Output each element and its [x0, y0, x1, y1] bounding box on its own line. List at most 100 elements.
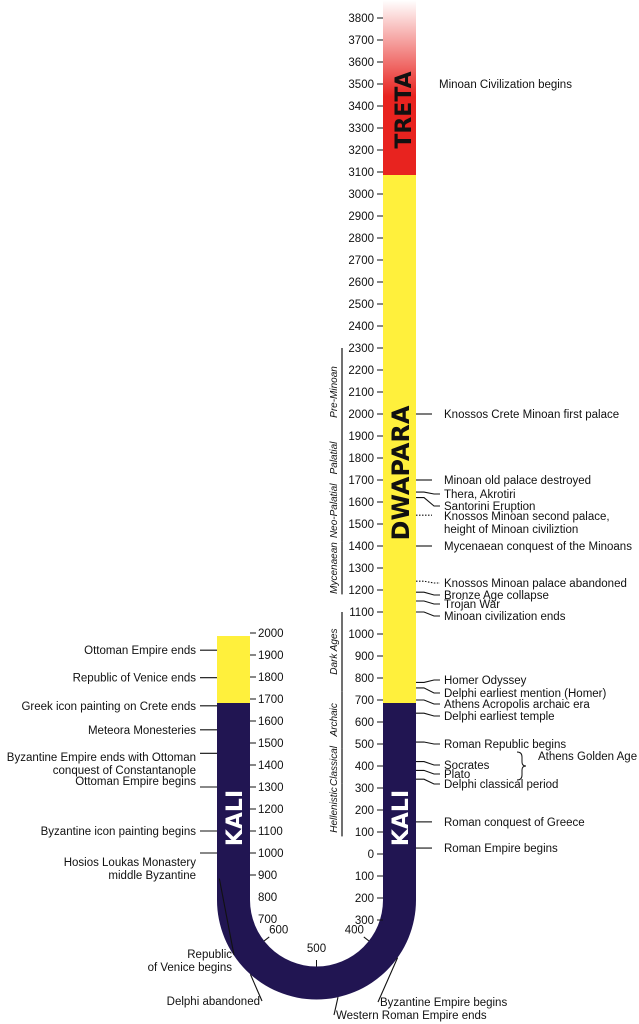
- right-event-label: Santorini Eruption: [444, 501, 535, 513]
- athens-golden-age-bracket: Athens Golden Age: [516, 751, 637, 781]
- treta-band: [383, 0, 416, 175]
- event-connector: [416, 769, 440, 775]
- right-tick-label: 1100: [349, 607, 374, 619]
- right-event-label: Mycenaean conquest of the Minoans: [444, 541, 632, 553]
- right-event-label: Bronze Age collapse: [444, 590, 549, 602]
- right-event-label: Knossos Minoan second palace,: [444, 511, 610, 523]
- right-tick-label: 2700: [348, 255, 374, 267]
- period-label: Mycenaean: [329, 542, 340, 594]
- right-tick-label: 300: [355, 783, 374, 795]
- right-event-label: Minoan Civilization begins: [439, 79, 572, 91]
- right-event-label: Delphi earliest temple: [444, 711, 555, 723]
- right-event-label: Athens Acropolis archaic era: [444, 699, 590, 711]
- right-tick-label: 1000: [348, 629, 374, 641]
- right-tick-label: 1200: [348, 585, 374, 597]
- right-axis: 3800370036003500340033003200310030002900…: [348, 13, 383, 927]
- period-label: Classical: [329, 745, 340, 786]
- right-event-label: Homer Odyssey: [444, 675, 527, 687]
- left-event-label: Greek icon painting on Crete ends: [21, 701, 196, 713]
- right-tick-label: 1400: [348, 541, 374, 553]
- right-event-label: Plato: [444, 769, 470, 781]
- right-tick-label: 3100: [348, 167, 374, 179]
- right-tick-label: 1500: [348, 519, 374, 531]
- period-label: Hellenistic: [329, 787, 340, 833]
- left-tick-label: 1000: [258, 848, 284, 860]
- event-connector: [416, 699, 440, 705]
- right-event-label: Knossos Crete Minoan first palace: [444, 409, 619, 421]
- right-tick-label: 800: [355, 673, 374, 685]
- right-event-label: Roman conquest of Greece: [444, 817, 585, 829]
- right-tick-label: 3800: [348, 13, 374, 25]
- left-tick-label: 1300: [258, 782, 284, 794]
- kali-right-label: KALI: [389, 790, 414, 846]
- right-event-label: Socrates: [444, 760, 490, 772]
- right-event-label: height of Minoan civiliztion: [444, 524, 578, 536]
- left-tick-label: 700: [258, 914, 277, 926]
- right-tick-label: 0: [368, 849, 374, 861]
- right-tick-label: 900: [355, 651, 374, 663]
- right-event-label: Delphi classical period: [444, 779, 558, 791]
- left-tick-label: 800: [258, 892, 277, 904]
- right-tick-label: 3600: [348, 57, 374, 69]
- right-tick-label: 3700: [348, 35, 374, 47]
- right-tick-label: 3200: [348, 145, 374, 157]
- right-tick-label: 1900: [348, 431, 374, 443]
- right-tick-label: 3300: [348, 123, 374, 135]
- right-tick-label: 2400: [348, 321, 374, 333]
- left-tick-label: 1200: [258, 804, 284, 816]
- right-event-label: Thera, Akrotiri: [444, 489, 516, 501]
- period-label: Pre-Minoan: [329, 366, 340, 418]
- right-tick-label: 3400: [348, 101, 374, 113]
- right-event-label: Roman Empire begins: [444, 843, 558, 855]
- left-tick-label: 900: [258, 870, 277, 882]
- right-tick-label: 1300: [348, 563, 374, 575]
- period-label: Archaic: [329, 703, 340, 737]
- right-event-label: Delphi earliest mention (Homer): [444, 688, 607, 700]
- period-label: Neo-Palatial: [329, 483, 340, 538]
- event-connector: [218, 878, 235, 956]
- event-connector: [416, 611, 440, 617]
- left-event-label: Hosios Loukas Monastery: [64, 857, 197, 869]
- period-brackets: Pre-Minoan Palatial Neo-Palatial Mycenaean D…: [329, 348, 343, 837]
- left-tick-label: 1100: [258, 826, 283, 838]
- right-tick-label: 1800: [348, 453, 374, 465]
- kali-band: [217, 703, 416, 1000]
- event-connector: [416, 679, 440, 683]
- left-tick-label: 1600: [258, 716, 284, 728]
- left-event-label: middle Byzantine: [108, 870, 196, 882]
- right-tick-label: 1600: [348, 497, 374, 509]
- arc-tick-mark: [363, 936, 370, 942]
- event-connector: [416, 591, 440, 596]
- left-tick-label: 1400: [258, 760, 284, 772]
- right-tick-label: 500: [355, 739, 374, 751]
- right-tick-label: 200: [355, 805, 374, 817]
- period-label: Palatial: [329, 441, 340, 475]
- event-connector: [416, 712, 440, 717]
- right-tick-label: 200: [355, 893, 374, 905]
- right-tick-label: 2900: [348, 211, 374, 223]
- left-tick-label: 1800: [258, 672, 284, 684]
- left-events: Ottoman Empire ends Republic of Venice en…: [7, 645, 217, 882]
- event-connector: [416, 600, 440, 605]
- arc-tick-label: 400: [345, 925, 364, 937]
- right-tick-label: 100: [355, 827, 374, 839]
- arc-event-label: Delphi abandoned: [167, 996, 260, 1008]
- arc-event-label: Byzantine Empire begins: [380, 997, 507, 1009]
- left-tick-label: 1900: [258, 650, 284, 662]
- left-event-label: Byzantine Empire ends with Ottoman: [7, 752, 196, 764]
- period-label: Dark Ages: [329, 628, 340, 674]
- right-event-label: Roman Republic begins: [444, 739, 566, 751]
- right-tick-label: 2600: [348, 277, 374, 289]
- right-event-label: Minoan old palace destroyed: [444, 475, 591, 487]
- right-tick-label: 700: [355, 695, 374, 707]
- right-tick-label: 100: [355, 871, 374, 883]
- right-tick-label: 300: [355, 915, 374, 927]
- right-event-label: Knossos Minoan palace abandoned: [444, 578, 627, 590]
- left-event-label: Byzantine icon painting begins: [41, 826, 197, 838]
- right-events: Minoan Civilization begins Knossos Crete …: [416, 79, 632, 855]
- event-connector: [249, 974, 263, 1002]
- arc-tick-mark: [263, 936, 270, 942]
- athens-golden-age-label: Athens Golden Age: [538, 751, 637, 763]
- treta-label: TRETA: [392, 71, 417, 148]
